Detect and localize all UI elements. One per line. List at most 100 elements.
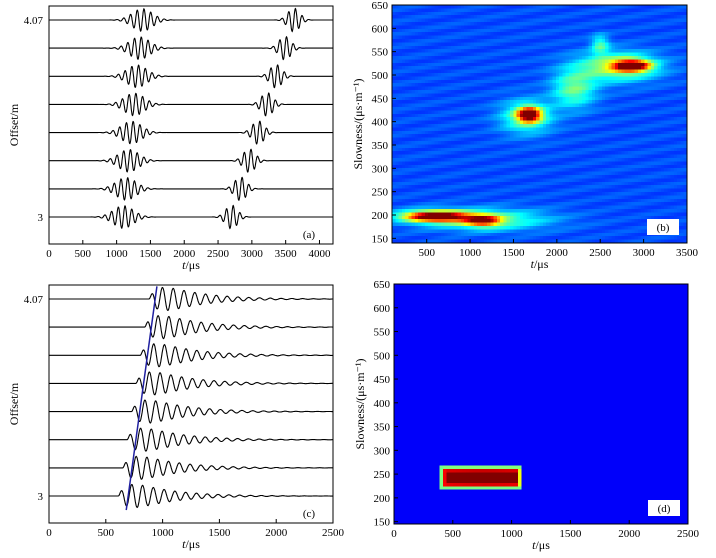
panel-b-cell [454, 124, 459, 128]
panel-b-cell [654, 86, 659, 91]
panel-b-cell [500, 83, 505, 88]
panel-b-cell [605, 164, 609, 169]
panel-b-cell [601, 49, 606, 54]
panel-b-cell [601, 137, 606, 142]
panel-b-cell [618, 62, 623, 67]
panel-b-cell [657, 90, 662, 94]
panel-b-cell [447, 151, 452, 156]
panel-b-cell [519, 8, 524, 13]
panel-b-cell [398, 52, 403, 57]
panel-b-cell [532, 8, 537, 13]
panel-b-cell [542, 39, 547, 43]
panel-b-cell [677, 56, 682, 60]
panel-b-cell [680, 28, 685, 33]
panel-b-cell [510, 171, 514, 176]
panel-b-cell [598, 127, 603, 132]
panel-b-cell [608, 103, 613, 108]
panel-b-cell [473, 59, 478, 64]
panel-b-cell [572, 5, 577, 9]
panel-b-cell [677, 134, 682, 139]
panel-b-cell [575, 113, 580, 118]
panel-b-cell [634, 107, 639, 111]
panel-b-cell [405, 134, 409, 139]
panel-b-cell [572, 86, 577, 91]
panel-b-cell [424, 113, 429, 118]
panel-b-cell [401, 52, 406, 57]
panel-b-cell [680, 107, 685, 111]
panel-b-cell [526, 110, 531, 115]
panel-b-cell [588, 120, 593, 125]
panel-b-cell [647, 22, 652, 26]
panel-b-cell [457, 168, 462, 173]
panel-b-cell [513, 144, 518, 149]
panel-b-cell [405, 164, 409, 169]
panel-b-cell [431, 62, 436, 67]
panel-b-cell [447, 175, 452, 179]
panel-b-cell [529, 154, 534, 159]
panel-b-cell [395, 117, 400, 122]
panel-b-cell [611, 154, 616, 159]
panel-b-cell [575, 45, 580, 50]
panel-b-cell [428, 178, 432, 183]
panel-b-cell [470, 120, 475, 125]
panel-b-cell [493, 32, 498, 37]
panel-b-cell [418, 141, 423, 145]
panel-b-cell [395, 86, 400, 91]
panel-b-cell [611, 45, 616, 50]
panel-b-cell [578, 147, 583, 152]
panel-b-cell [582, 147, 586, 152]
panel-b-cell [395, 62, 400, 67]
panel-b-cell [555, 52, 560, 57]
panel-b-cell [460, 18, 465, 23]
panel-b-cell [624, 107, 629, 111]
panel-b-cell [611, 141, 616, 145]
panel-b-cell [414, 154, 419, 159]
panel-b-cell [578, 144, 583, 149]
panel-b-cell [605, 154, 609, 159]
panel-b-cell [519, 49, 524, 54]
panel-b-cell [644, 96, 649, 101]
panel-b-cell [490, 42, 495, 47]
panel-b-cell [392, 144, 396, 149]
panel-b-cell [673, 35, 678, 40]
panel-b-cell [657, 32, 662, 37]
panel-b-cell [529, 147, 534, 152]
panel-b-cell [552, 79, 557, 84]
panel-b-cell [631, 127, 636, 132]
panel-b-cell [460, 83, 465, 88]
panel-b-cell [401, 100, 406, 105]
panel-b-cell [493, 28, 498, 33]
panel-b-cell [611, 32, 616, 37]
panel-b-cell [523, 130, 527, 135]
panel-b-cell [614, 151, 619, 156]
panel-b-cell [487, 120, 491, 125]
panel-b-cell [670, 175, 675, 179]
panel-b-cell [523, 59, 527, 64]
panel-b-cell [542, 59, 547, 64]
panel-b-cell [598, 15, 603, 20]
panel-b-cell [542, 107, 547, 111]
panel-b-cell [398, 32, 403, 37]
panel-b-cell [513, 69, 518, 74]
panel-b-cell [523, 32, 527, 37]
panel-b-cell [431, 73, 436, 77]
panel-b-cell [637, 103, 642, 108]
panel-b-cell [673, 11, 678, 16]
panel-b-cell [401, 168, 406, 173]
panel-b-cell [401, 56, 406, 60]
panel-b-cell [457, 171, 462, 176]
panel-b-cell [510, 76, 514, 81]
panel-b-cell [500, 96, 505, 101]
panel-b-cell [428, 66, 432, 71]
panel-b-cell [575, 42, 580, 47]
panel-b-cell [532, 83, 537, 88]
panel-b-cell [660, 18, 665, 23]
panel-b-cell [608, 32, 613, 37]
panel-b-cell [650, 141, 655, 145]
panel-b-cell [460, 22, 465, 26]
panel-b-cell [464, 62, 468, 67]
panel-b-cell [605, 45, 609, 50]
panel-b-cell [624, 161, 629, 166]
panel-b-cell [523, 161, 527, 166]
panel-b-cell [529, 127, 534, 132]
